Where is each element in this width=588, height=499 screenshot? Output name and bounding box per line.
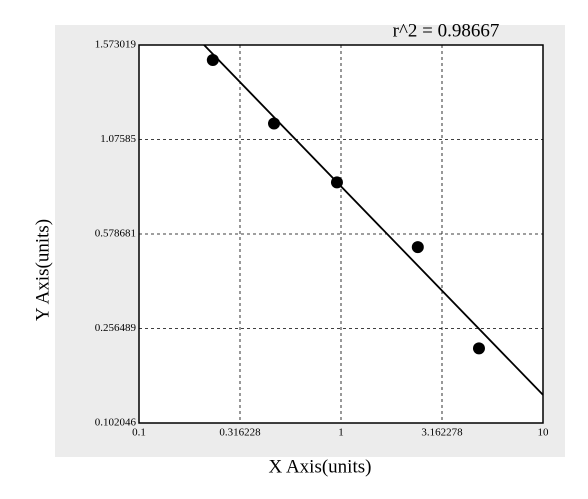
x-tick-label: 10 [538,427,550,439]
data-point [268,117,281,130]
x-tick-label: 1 [338,427,344,439]
x-tick-label: 3.162278 [421,427,463,439]
data-point [206,54,219,67]
x-axis-label: X Axis(units) [269,456,372,477]
data-point [472,342,485,355]
fit-line [203,44,544,396]
data-point [411,241,424,254]
y-tick-label: 0.578681 [95,228,136,240]
x-tick-label: 0.1 [132,427,146,439]
y-tick-label: 0.256489 [95,322,137,334]
y-axis-label: Y Axis(units) [32,219,53,321]
y-tick-label: 0.102046 [95,417,137,429]
y-tick-label: 1.07585 [100,133,136,145]
x-tick-label: 0.316228 [219,427,261,439]
annotation: r^2 = 0.98667 [393,20,500,41]
y-tick-label: 1.573019 [95,39,137,51]
